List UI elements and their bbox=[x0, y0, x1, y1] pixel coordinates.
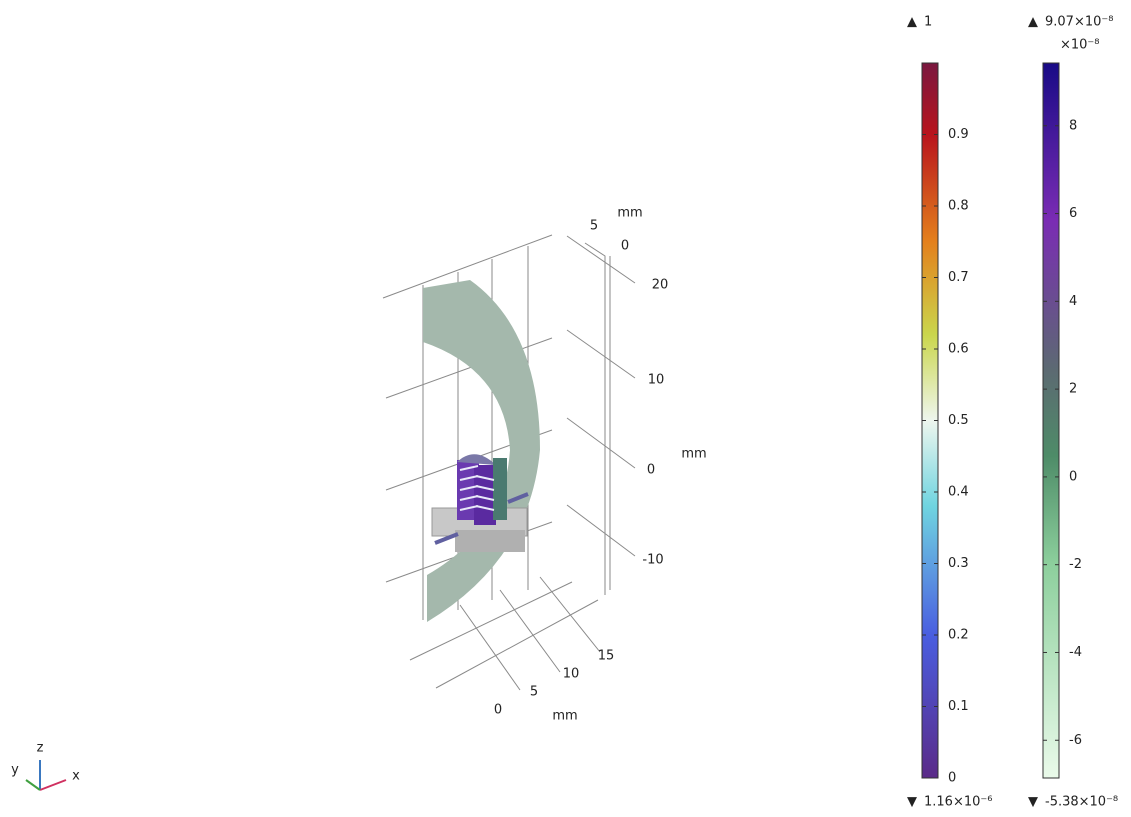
z-tick: 0 bbox=[647, 463, 655, 478]
colorbar-tick-label: 0.9 bbox=[948, 127, 969, 142]
triad-z: z bbox=[37, 741, 44, 756]
z-tick: 10 bbox=[648, 373, 665, 388]
triad-x: x bbox=[72, 769, 80, 784]
colorbar-tick-label: 0.1 bbox=[948, 699, 969, 714]
min-marker: ▼ bbox=[1028, 795, 1038, 810]
colorbar-min: -5.38×10⁻⁸ bbox=[1045, 795, 1118, 810]
colorbar-tick-label: 0.6 bbox=[948, 342, 969, 357]
x-tick: 0 bbox=[494, 703, 502, 718]
z-tick: -10 bbox=[642, 553, 663, 568]
colorbar-tick-label: -2 bbox=[1069, 557, 1082, 572]
max-marker: ▲ bbox=[1028, 15, 1038, 30]
y-tick: 0 bbox=[621, 239, 629, 254]
z-unit: mm bbox=[681, 447, 706, 462]
colorbar-tick-label: 0.4 bbox=[948, 485, 969, 500]
x-tick: 15 bbox=[598, 649, 615, 664]
colorbar-max: 1 bbox=[924, 15, 932, 30]
colorbar-tick-label: 0.7 bbox=[948, 270, 969, 285]
max-marker: ▲ bbox=[907, 15, 917, 30]
min-marker: ▼ bbox=[907, 795, 917, 810]
colorbar-tick-label: 2 bbox=[1069, 382, 1077, 397]
x-tick: 10 bbox=[563, 667, 580, 682]
colorbar-tick-label: -6 bbox=[1069, 733, 1082, 748]
z-tick: 20 bbox=[652, 278, 669, 293]
axis-triad: z x y bbox=[11, 741, 80, 791]
y-unit: mm bbox=[617, 206, 642, 221]
colorbar-tick-label: 6 bbox=[1069, 206, 1077, 221]
y-tick: 5 bbox=[590, 219, 598, 234]
x-tick: 5 bbox=[530, 685, 538, 700]
colorbar-multiplier: ×10⁻⁸ bbox=[1060, 38, 1100, 53]
colorbar-tick-label: 8 bbox=[1069, 118, 1077, 133]
colorbar-min: 1.16×10⁻⁶ bbox=[924, 795, 992, 810]
colorbar-max: 9.07×10⁻⁸ bbox=[1045, 15, 1113, 30]
colorbar-tick-label: 0.8 bbox=[948, 199, 969, 214]
colorbar-tick-label: 4 bbox=[1069, 294, 1077, 309]
model-geometry bbox=[423, 280, 540, 622]
colorbar-tick-label: 0.3 bbox=[948, 556, 969, 571]
colorbar-tick-label: 0 bbox=[948, 771, 956, 786]
colorbar-tick-label: 0.5 bbox=[948, 413, 969, 428]
colorbar-1 bbox=[1043, 63, 1059, 778]
colorbar-tick-label: -4 bbox=[1069, 645, 1082, 660]
x-unit: mm bbox=[552, 709, 577, 724]
triad-y: y bbox=[11, 763, 19, 778]
graphics-window: mm 5 0 20 10 0 -10 mm 0 5 10 15 mm z x y… bbox=[0, 0, 1131, 813]
colorbar-tick-label: 0 bbox=[1069, 469, 1077, 484]
colorbar-tick-label: 0.2 bbox=[948, 628, 969, 643]
